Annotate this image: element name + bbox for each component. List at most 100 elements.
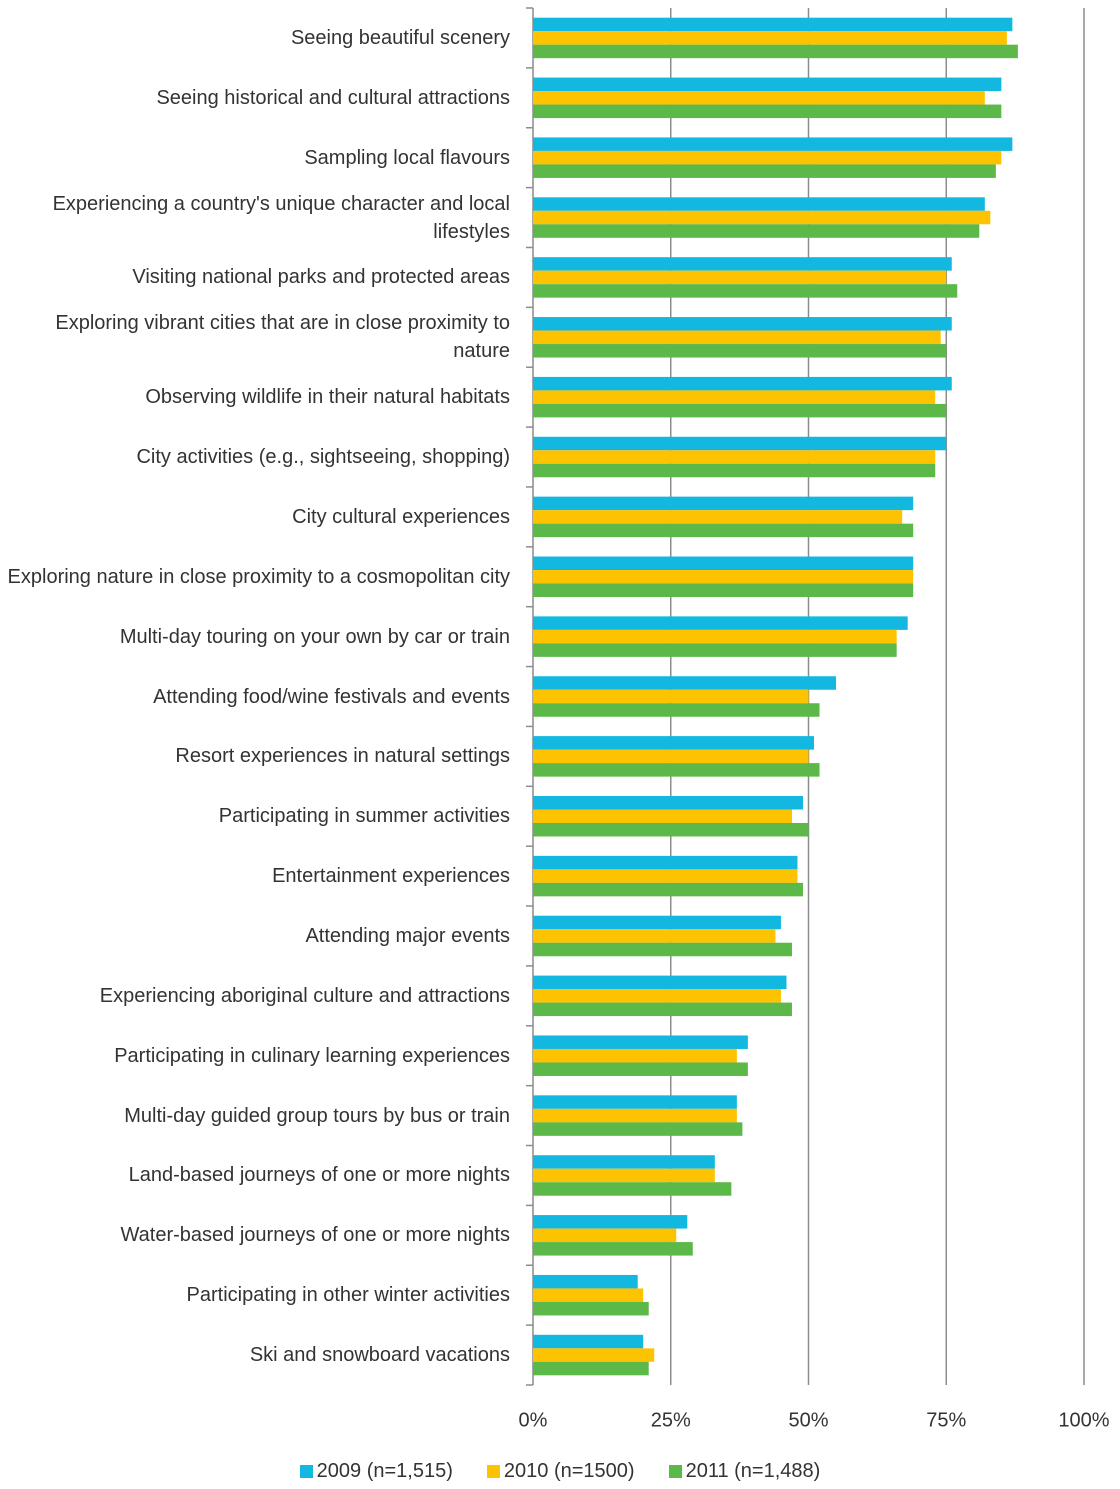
legend-item: 2010 (n=1500) bbox=[486, 1460, 635, 1483]
bar bbox=[533, 31, 1007, 45]
category-label: Participating in summer activities bbox=[218, 805, 510, 828]
bar bbox=[533, 809, 792, 823]
bar bbox=[533, 989, 781, 1003]
bar bbox=[533, 1035, 748, 1049]
bar bbox=[533, 137, 1013, 151]
bar bbox=[533, 44, 1018, 59]
bar bbox=[533, 1361, 649, 1376]
bar bbox=[533, 1168, 715, 1183]
bar bbox=[533, 150, 1002, 165]
legend-item: 2011 (n=1,488) bbox=[668, 1460, 821, 1483]
bar bbox=[533, 376, 952, 391]
legend-swatch bbox=[668, 1465, 682, 1478]
legend: 2009 (n=1,515) 2010 (n=1500) 2011 (n=1,488… bbox=[0, 1460, 1120, 1483]
x-tick-label: 100% bbox=[1058, 1409, 1109, 1431]
bar bbox=[533, 643, 897, 657]
bar bbox=[533, 463, 936, 478]
bar bbox=[533, 1182, 732, 1196]
legend-label: 2011 (n=1,488) bbox=[685, 1460, 821, 1482]
category-label: Observing wildlife in their natural habi… bbox=[145, 386, 510, 409]
bar bbox=[533, 629, 897, 644]
category-label: Seeing historical and cultural attractio… bbox=[156, 86, 510, 109]
bar bbox=[533, 257, 952, 271]
bar bbox=[533, 390, 936, 404]
x-tick-label: 0% bbox=[519, 1409, 548, 1431]
legend-label: 2010 (n=1500) bbox=[503, 1460, 635, 1482]
category-label: Sampling local flavours bbox=[304, 146, 510, 169]
category-label: Participating in culinary learning exper… bbox=[114, 1044, 510, 1067]
bar bbox=[533, 929, 776, 943]
bar bbox=[533, 616, 908, 630]
x-tick-label: 75% bbox=[926, 1409, 966, 1431]
bar bbox=[533, 510, 903, 524]
category-label: Multi-day touring on your own by car or … bbox=[119, 625, 510, 648]
category-label: Participating in other winter activities bbox=[186, 1284, 510, 1307]
bar bbox=[533, 104, 1002, 119]
bar bbox=[533, 270, 947, 285]
bar bbox=[533, 197, 985, 211]
category-label: Experiencing aboriginal culture and attr… bbox=[99, 984, 510, 1007]
bar bbox=[533, 703, 820, 717]
category-label: City activities (e.g., sightseeing, shop… bbox=[136, 446, 510, 469]
bar bbox=[533, 330, 941, 345]
bar bbox=[533, 1062, 748, 1076]
legend-swatch bbox=[486, 1465, 500, 1478]
category-label: Resort experiences in natural settings bbox=[175, 745, 510, 768]
bar bbox=[533, 317, 952, 331]
category-label: Attending food/wine festivals and events bbox=[153, 685, 510, 708]
legend-item: 2009 (n=1,515) bbox=[299, 1460, 453, 1483]
bar bbox=[533, 975, 787, 990]
bar bbox=[533, 1122, 743, 1136]
bar bbox=[533, 1215, 688, 1229]
x-tick-label: 50% bbox=[788, 1409, 828, 1431]
bar bbox=[533, 855, 798, 870]
category-label: Ski and snowboard vacations bbox=[249, 1344, 510, 1367]
bar bbox=[533, 523, 914, 538]
bar bbox=[533, 570, 914, 584]
bar bbox=[533, 942, 792, 957]
category-label: Experiencing a country's unique characte… bbox=[52, 192, 510, 243]
bar bbox=[533, 822, 809, 837]
category-label: Exploring vibrant cities that are in clo… bbox=[55, 312, 510, 363]
bar bbox=[533, 1301, 649, 1316]
bar bbox=[533, 1228, 677, 1243]
legend-swatch bbox=[299, 1465, 313, 1478]
x-tick-label: 25% bbox=[651, 1409, 691, 1431]
bar bbox=[533, 210, 991, 225]
bar bbox=[533, 1108, 737, 1123]
bar bbox=[533, 224, 980, 238]
bar bbox=[533, 882, 803, 897]
category-label: Entertainment experiences bbox=[272, 865, 510, 888]
bar bbox=[533, 1348, 655, 1362]
bar bbox=[533, 556, 914, 571]
bar bbox=[533, 583, 914, 598]
legend-label: 2009 (n=1,515) bbox=[316, 1460, 453, 1482]
category-label: Seeing beautiful scenery bbox=[290, 26, 510, 49]
category-label: Water-based journeys of one or more nigh… bbox=[120, 1224, 510, 1247]
category-label: Visiting national parks and protected ar… bbox=[132, 266, 510, 289]
category-label: Exploring nature in close proximity to a… bbox=[7, 565, 510, 588]
bar bbox=[533, 1242, 693, 1256]
category-label: Attending major events bbox=[305, 924, 510, 947]
bar bbox=[533, 91, 985, 105]
bar bbox=[533, 795, 803, 810]
bar bbox=[533, 1288, 644, 1302]
bar bbox=[533, 869, 798, 883]
bar bbox=[533, 344, 947, 358]
bar bbox=[533, 496, 914, 511]
category-label: Multi-day guided group tours by bus or t… bbox=[124, 1104, 510, 1127]
bar bbox=[533, 1095, 737, 1109]
bar bbox=[533, 736, 815, 750]
bar bbox=[533, 77, 1002, 92]
bar bbox=[533, 1274, 638, 1289]
bar bbox=[533, 17, 1013, 32]
category-label: Land-based journeys of one or more night… bbox=[128, 1164, 510, 1187]
bar bbox=[533, 450, 936, 464]
bar bbox=[533, 749, 809, 764]
bar bbox=[533, 436, 947, 451]
bar bbox=[533, 1048, 737, 1063]
bar bbox=[533, 1155, 715, 1169]
bar bbox=[533, 1002, 792, 1017]
